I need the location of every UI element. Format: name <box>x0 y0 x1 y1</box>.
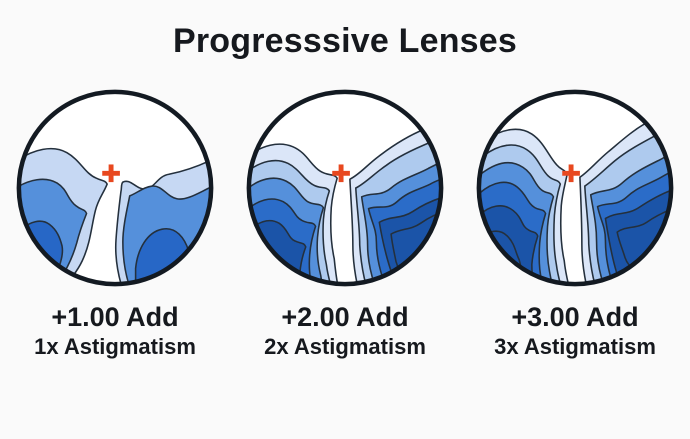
lens-1-caption: +1.00 Add 1x Astigmatism <box>8 302 222 362</box>
fitting-cross-icon <box>562 164 580 183</box>
fitting-cross-icon <box>332 164 350 183</box>
lens-outline <box>16 89 214 287</box>
lens-2-caption: +2.00 Add 2x Astigmatism <box>238 302 452 362</box>
lens-outline <box>476 89 674 287</box>
lens-outline <box>246 89 444 287</box>
lens-3-caption: +3.00 Add 3x Astigmatism <box>468 302 682 362</box>
contour-band <box>18 220 64 281</box>
lens-figure-2: +2.00 Add 2x Astigmatism <box>238 85 452 362</box>
lens-3-add-label: +3.00 Add <box>511 302 639 332</box>
lens-diagram-3x-astigmatism <box>476 89 674 287</box>
lens-1-add-label: +1.00 Add <box>51 302 179 332</box>
lens-3-astigmatism-label: 3x Astigmatism <box>494 334 656 360</box>
lens-diagram-2x-astigmatism <box>246 89 444 287</box>
page-title: Progresssive Lenses <box>173 22 517 60</box>
lens-figure-1: +1.00 Add 1x Astigmatism <box>8 85 222 362</box>
lens-2-add-label: +2.00 Add <box>281 302 409 332</box>
lens-figure-3: +3.00 Add 3x Astigmatism <box>468 85 682 362</box>
lens-row: +1.00 Add 1x Astigmatism <box>0 85 690 362</box>
fitting-cross-icon <box>102 164 120 183</box>
lens-1-astigmatism-label: 1x Astigmatism <box>34 334 196 360</box>
lens-diagram-1x-astigmatism <box>16 89 214 287</box>
lens-2-astigmatism-label: 2x Astigmatism <box>264 334 426 360</box>
